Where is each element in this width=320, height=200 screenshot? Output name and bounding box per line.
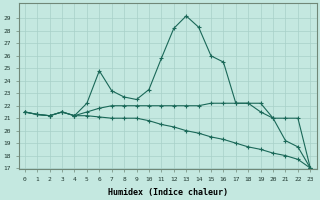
X-axis label: Humidex (Indice chaleur): Humidex (Indice chaleur) xyxy=(108,188,228,197)
